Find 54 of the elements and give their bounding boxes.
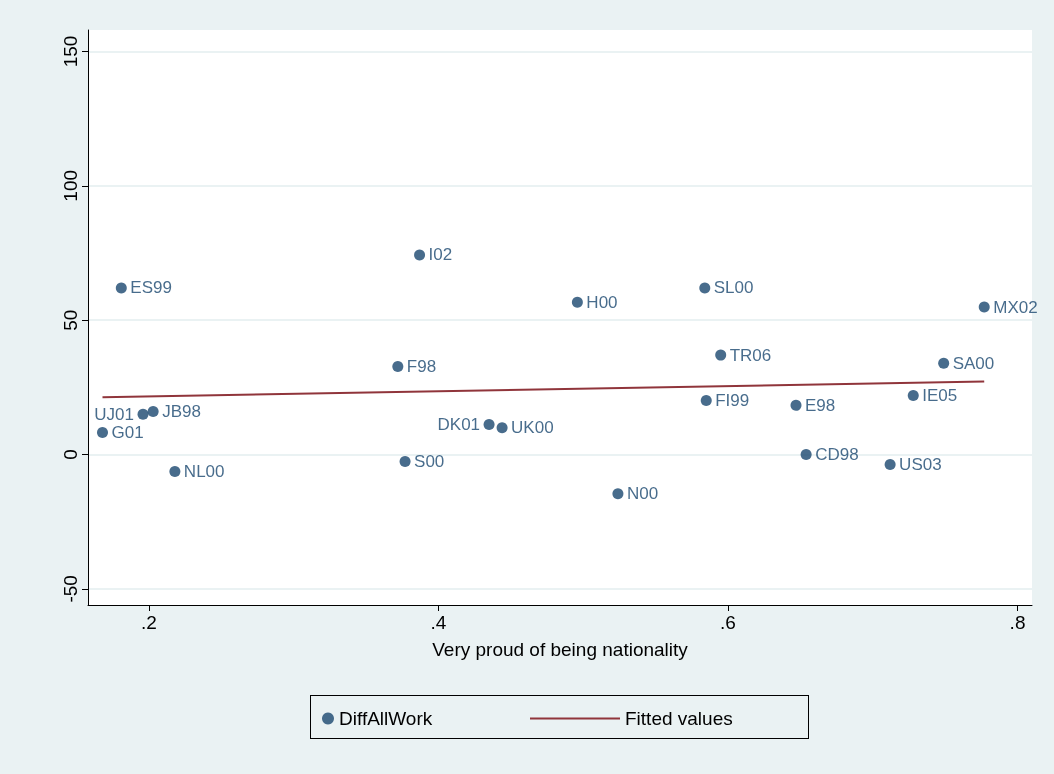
legend-label: DiffAllWork xyxy=(339,708,433,729)
x-tick-label: .8 xyxy=(1009,612,1026,633)
annotation: SA00 xyxy=(952,353,995,373)
annotation: E98 xyxy=(805,395,836,415)
point xyxy=(571,296,583,308)
point xyxy=(715,349,727,361)
y-tick-label: 150 xyxy=(60,30,81,73)
annotation: S00 xyxy=(414,452,445,472)
x-axis-title: Very proud of being nationality xyxy=(432,639,689,660)
y-tick-label: -50 xyxy=(60,569,81,608)
x-tick-label: .6 xyxy=(720,612,736,633)
annotation: G01 xyxy=(111,423,144,442)
point xyxy=(483,418,495,430)
point xyxy=(96,427,108,438)
annotation: DK01 xyxy=(437,414,481,434)
point xyxy=(392,360,404,372)
annotation: N00 xyxy=(626,484,659,504)
point xyxy=(496,422,508,434)
point xyxy=(700,395,712,407)
point xyxy=(147,406,159,418)
annotation: I02 xyxy=(428,245,453,265)
point xyxy=(169,465,181,477)
annotation: TR06 xyxy=(729,345,772,365)
x-tick-label: .2 xyxy=(140,612,157,633)
annotation: CD98 xyxy=(815,445,859,465)
point xyxy=(938,357,950,369)
point xyxy=(800,449,812,461)
annotation: MX02 xyxy=(993,297,1038,317)
annotation: ES99 xyxy=(130,278,172,298)
annotation: IE05 xyxy=(922,385,958,405)
point xyxy=(137,408,149,420)
annotation: UJ01 xyxy=(94,404,135,424)
y-tick-label: 100 xyxy=(60,164,81,207)
annotation: H00 xyxy=(586,292,618,312)
y-tick-label: 50 xyxy=(60,304,81,337)
point xyxy=(978,301,990,313)
x-tick-label: .4 xyxy=(430,612,447,633)
point xyxy=(790,399,802,411)
point xyxy=(612,488,624,500)
annotation: UK00 xyxy=(511,418,554,438)
legend-label: Fitted values xyxy=(625,708,733,729)
point xyxy=(699,282,711,294)
annotation: JB98 xyxy=(162,402,201,422)
y-tick-label: 0 xyxy=(60,443,81,466)
annotation: NL00 xyxy=(183,461,225,481)
point xyxy=(115,282,127,294)
annotation: F98 xyxy=(406,356,437,376)
point xyxy=(414,249,426,261)
point xyxy=(884,458,896,470)
point xyxy=(907,389,919,401)
annotation: FI99 xyxy=(715,391,750,411)
annotation: SL00 xyxy=(713,278,754,298)
point xyxy=(399,456,411,468)
annotation: US03 xyxy=(899,454,942,474)
